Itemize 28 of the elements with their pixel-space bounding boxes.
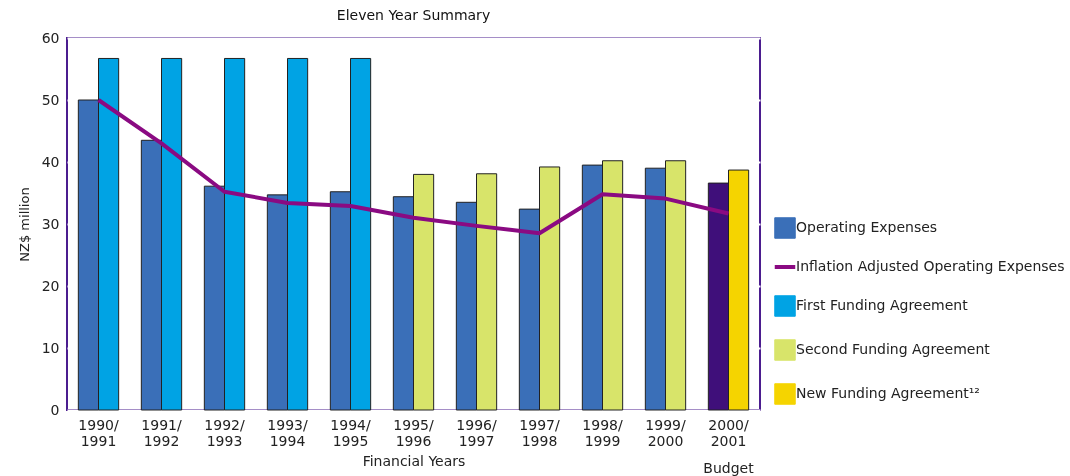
y-tick-label: 60	[41, 29, 60, 46]
chart-subtitle: Eleven Year Summary	[336, 7, 491, 23]
line-series	[96, 98, 731, 236]
text: Budget	[703, 460, 755, 476]
legend-label: First Funding Agreement	[796, 297, 969, 313]
x-tick-label: 1994/1995	[330, 416, 371, 449]
x-tick-label: 1996/1997	[456, 416, 497, 449]
y-tick-label: 20	[41, 277, 60, 294]
y-tick-label: 0	[50, 401, 60, 418]
legend-label: Operating Expenses	[796, 219, 938, 235]
x-tick-label: 1995/1996	[393, 416, 434, 449]
y-tick-label: 10	[41, 339, 60, 356]
x-tick-label: 1992/1993	[204, 416, 245, 449]
x-tick-label: 1991/1992	[141, 416, 182, 449]
legend-label: Inflation Adjusted Operating Expenses	[796, 258, 1065, 274]
x-tick-label: 2000/2001	[708, 416, 749, 449]
legend-label: Second Funding Agreement	[796, 341, 991, 357]
x-tick-label: 1993/1994	[267, 416, 308, 449]
y-tick-label: 50	[41, 91, 60, 108]
x-tick-label: 1998/1999	[582, 416, 623, 449]
y-tick-label: 30	[41, 215, 60, 232]
x-tick-label: 1990/1991	[78, 416, 119, 449]
x-tick-label: 1999/2000	[645, 416, 686, 449]
y-tick-label: 40	[41, 153, 60, 170]
y-axis-title: NZ$ million	[16, 187, 32, 262]
x-tick-label: 1997/1998	[519, 416, 560, 449]
legend-label: New Funding Agreement¹²	[796, 385, 980, 401]
x-axis-title: Financial Years	[362, 452, 466, 469]
